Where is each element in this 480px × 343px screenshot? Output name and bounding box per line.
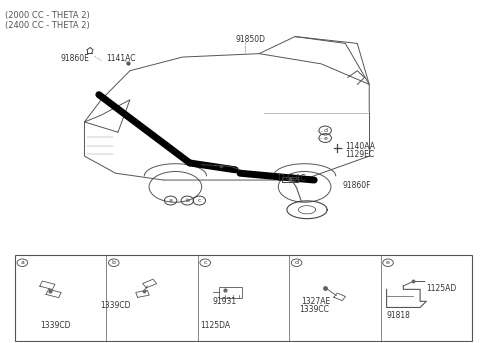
Text: 91931: 91931 (213, 297, 237, 307)
Text: a: a (21, 260, 24, 265)
Bar (15, 255, 472, 341)
Text: 91850D: 91850D (235, 35, 265, 45)
Text: d: d (295, 260, 299, 265)
Text: b: b (185, 198, 189, 203)
Text: 1141AC: 1141AC (106, 54, 135, 63)
Text: 1125DA: 1125DA (200, 321, 230, 330)
Text: 1339CD: 1339CD (100, 301, 131, 310)
Text: e: e (323, 135, 327, 141)
Text: 91860F: 91860F (343, 181, 372, 190)
Text: 1339CC: 1339CC (299, 305, 329, 314)
Text: 1129EC: 1129EC (345, 150, 374, 158)
Text: 1327AE: 1327AE (301, 297, 330, 307)
Text: b: b (112, 260, 116, 265)
Text: a: a (168, 198, 172, 203)
Text: (2400 CC - THETA 2): (2400 CC - THETA 2) (5, 21, 90, 30)
Text: e: e (386, 260, 390, 265)
Text: 1339CD: 1339CD (40, 321, 71, 330)
Text: c: c (204, 260, 207, 265)
Text: d: d (323, 128, 327, 133)
Text: 1125AD: 1125AD (426, 284, 456, 293)
Text: 1141AC: 1141AC (276, 174, 305, 183)
Text: 91818: 91818 (386, 311, 410, 320)
Text: c: c (198, 198, 201, 203)
Bar (219, 287, 242, 298)
Text: (2000 CC - THETA 2): (2000 CC - THETA 2) (5, 11, 90, 20)
Text: 91860E: 91860E (60, 54, 89, 63)
Text: 1140AA: 1140AA (345, 142, 375, 151)
